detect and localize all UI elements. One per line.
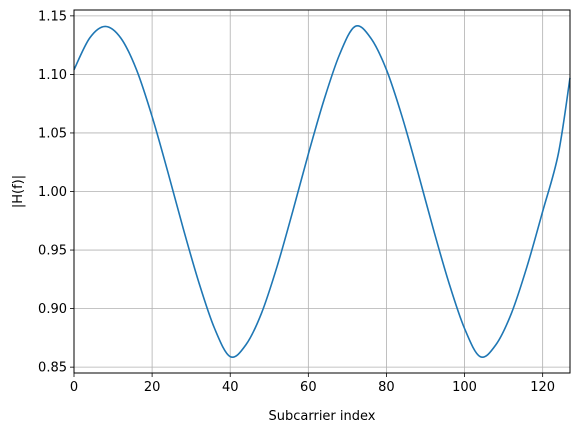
x-tick-label: 80 [378,380,395,395]
y-tick-label: 0.90 [38,302,67,317]
x-tick-label: 40 [222,380,239,395]
x-tick-label: 100 [452,380,477,395]
x-axis-label: Subcarrier index [269,409,376,424]
y-tick-label: 0.95 [38,244,67,259]
y-tick-label: 1.05 [38,126,67,141]
y-axis-label: |H(f)| [11,175,26,208]
x-tick-label: 0 [70,380,78,395]
y-tick-label: 1.15 [38,9,67,24]
y-tick-label: 0.85 [38,361,67,376]
x-tick-label: 120 [530,380,555,395]
x-tick-label: 20 [144,380,161,395]
x-tick-label: 60 [300,380,317,395]
y-tick-label: 1.10 [38,68,67,83]
y-tick-label: 1.00 [38,185,67,200]
